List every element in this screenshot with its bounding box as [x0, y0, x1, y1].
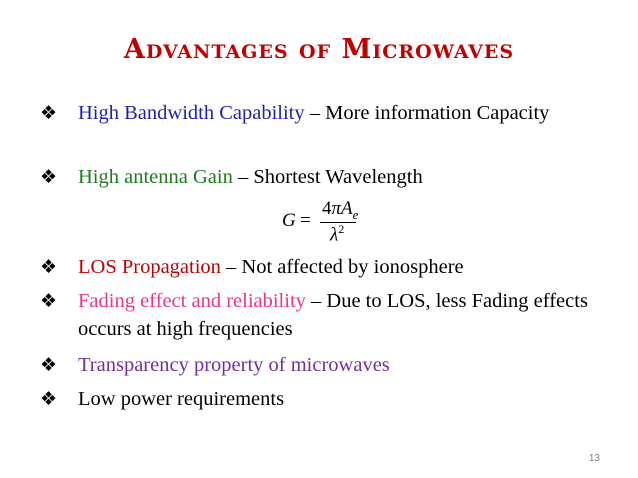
- bullet-text: – Shortest Wavelength: [232, 166, 423, 188]
- slide-title: Advantages of Microwaves: [123, 34, 515, 65]
- bullet-text: – Not affected by ionosphere: [220, 256, 464, 278]
- formula-equals: =: [300, 210, 311, 231]
- gain-formula: G = 4πAe λ2: [282, 196, 372, 248]
- bullet-text: – More information Capacity: [304, 102, 550, 124]
- bullet-item-transparency: ❖ Transparency property of microwaves: [40, 351, 620, 379]
- diamond-bullet-icon: ❖: [40, 290, 58, 312]
- formula-denominator: λ2: [330, 222, 345, 246]
- diamond-bullet-icon: ❖: [40, 166, 58, 188]
- formula-numerator: 4πAe: [322, 198, 359, 222]
- bullet-item-gain: ❖ High antenna Gain – Shortest Wavelengt…: [40, 163, 620, 191]
- diamond-bullet-icon: ❖: [40, 102, 58, 124]
- bullet-highlight: High antenna Gain: [78, 166, 233, 188]
- diamond-bullet-icon: ❖: [40, 354, 58, 376]
- bullet-text: Low power requirements: [78, 388, 285, 410]
- bullet-highlight: Transparency property of microwaves: [78, 354, 390, 376]
- diamond-bullet-icon: ❖: [40, 256, 58, 278]
- diamond-bullet-icon: ❖: [40, 388, 58, 410]
- bullet-highlight: LOS Propagation: [78, 256, 221, 278]
- fraction-bar: [320, 222, 356, 223]
- page-number: 13: [588, 453, 600, 464]
- bullet-highlight: High Bandwidth Capability: [78, 102, 305, 124]
- bullet-item-fading: ❖ Fading effect and reliability – Due to…: [40, 287, 620, 343]
- bullet-item-bandwidth: ❖ High Bandwidth Capability – More infor…: [40, 99, 620, 127]
- formula-lhs: G: [282, 210, 296, 231]
- bullet-text: – Due to LOS, less Fading effects occurs…: [78, 290, 588, 340]
- bullet-item-los: ❖ LOS Propagation – Not affected by iono…: [40, 253, 620, 281]
- bullet-highlight: Fading effect and reliability: [78, 290, 306, 312]
- bullet-item-low-power: ❖ Low power requirements: [40, 385, 620, 413]
